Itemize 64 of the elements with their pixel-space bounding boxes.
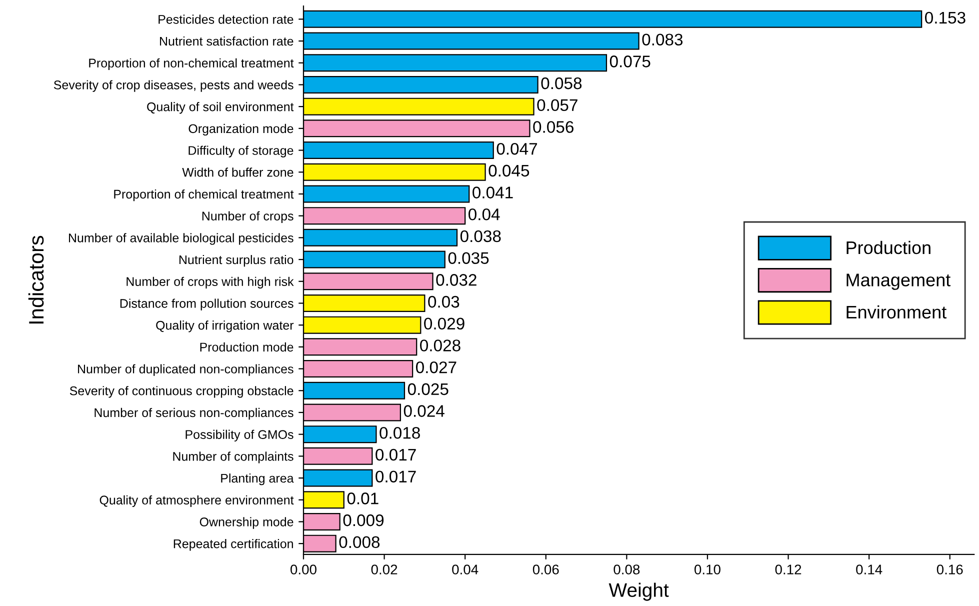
y-axis-title: Indicators	[28, 236, 44, 324]
data-label: 0.032	[436, 274, 476, 286]
x-tick-label: 0.14	[856, 564, 882, 574]
x-tick-label: 0.00	[290, 564, 316, 574]
data-label: 0.083	[642, 34, 683, 46]
legend-label: Production	[846, 240, 930, 254]
y-tick-label: Quality of irrigation water	[156, 320, 294, 332]
y-tick-label: Difficulty of storage	[188, 146, 294, 158]
y-tick-label: Severity of continuous cropping obstacle	[70, 386, 294, 398]
y-tick-label: Possibility of GMOs	[186, 430, 294, 442]
data-label: 0.057	[537, 99, 578, 112]
data-label: 0.025	[408, 383, 448, 396]
y-tick-label: Ownership mode	[200, 517, 294, 529]
x-tick-label: 0.02	[371, 564, 398, 574]
x-axis-title: Weight	[608, 582, 669, 601]
data-label: 0.018	[380, 426, 420, 439]
x-tick-label: 0.12	[775, 564, 802, 574]
y-tick-label: Pesticides detection rate	[158, 14, 294, 24]
data-label: 0.058	[541, 77, 582, 90]
y-tick-label: Number of crops with high risk	[126, 276, 294, 288]
y-tick-label: Number of duplicated non-compliances	[78, 364, 294, 376]
x-tick-label: 0.10	[694, 564, 720, 574]
y-tick-label: Quality of atmosphere environment	[100, 495, 294, 507]
data-label: 0.047	[496, 142, 538, 155]
data-label: 0.017	[376, 470, 416, 482]
legend-label: Environment	[846, 305, 946, 319]
y-tick-label: Number of complaints	[173, 452, 294, 464]
data-label: 0.041	[472, 186, 513, 198]
y-tick-label: Quality of soil environment	[147, 102, 294, 114]
data-label: 0.035	[448, 252, 489, 264]
data-label: 0.008	[339, 536, 380, 548]
y-tick-label: Number of crops	[202, 211, 294, 223]
data-label: 0.075	[610, 56, 650, 68]
y-tick-label: Severity of crop diseases, pests and weeds	[54, 80, 294, 92]
data-label: 0.038	[460, 230, 501, 242]
x-tick-label: 0.08	[614, 564, 640, 574]
y-tick-label: Repeated certification	[174, 539, 293, 551]
data-label: 0.153	[925, 12, 966, 24]
x-tick-label: 0.06	[532, 564, 559, 574]
data-label: 0.017	[376, 448, 416, 461]
data-label: 0.009	[343, 514, 384, 526]
data-label: 0.045	[488, 164, 530, 177]
legend-label: Management	[846, 274, 951, 290]
data-label: 0.01	[347, 492, 378, 504]
y-tick-label: Nutrient surplus ratio	[179, 254, 294, 267]
y-tick-label: Planting area	[221, 473, 294, 486]
data-label: 0.03	[428, 296, 460, 308]
y-tick-label: Organization mode	[188, 124, 294, 136]
x-tick-label: 0.04	[452, 564, 478, 574]
y-tick-label: Nutrient satisfaction rate	[160, 36, 294, 46]
data-label: 0.029	[424, 318, 464, 330]
data-label: 0.056	[533, 121, 574, 133]
y-tick-label: Distance from pollution sources	[120, 298, 294, 310]
y-tick-label: Proportion of chemical treatment	[114, 189, 294, 202]
y-tick-label: Number of serious non-compliances	[94, 408, 294, 420]
y-tick-label: Production mode	[200, 342, 294, 352]
x-tick-label: 0.16	[936, 564, 963, 574]
y-tick-label: Number of available biological pesticides	[68, 233, 294, 245]
data-label: 0.04	[468, 208, 500, 220]
data-label: 0.028	[420, 340, 460, 352]
y-tick-label: Width of buffer zone	[182, 168, 294, 177]
data-label: 0.024	[404, 405, 444, 417]
data-label: 0.027	[416, 361, 456, 374]
y-tick-label: Proportion of non-chemical treatment	[89, 58, 294, 70]
